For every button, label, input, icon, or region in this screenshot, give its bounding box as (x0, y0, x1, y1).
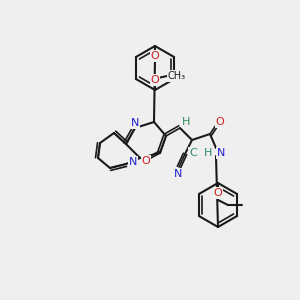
Text: H: H (204, 148, 212, 158)
Text: O: O (151, 75, 159, 85)
Text: O: O (214, 188, 222, 198)
Text: CH₃: CH₃ (168, 71, 186, 81)
Text: O: O (151, 51, 159, 61)
Text: N: N (174, 169, 182, 179)
Text: O: O (142, 156, 150, 166)
Text: H: H (182, 117, 190, 127)
Text: N: N (217, 148, 225, 158)
Text: O: O (216, 117, 224, 127)
Text: N: N (131, 118, 139, 128)
Text: C: C (189, 148, 197, 158)
Text: N: N (129, 157, 137, 167)
